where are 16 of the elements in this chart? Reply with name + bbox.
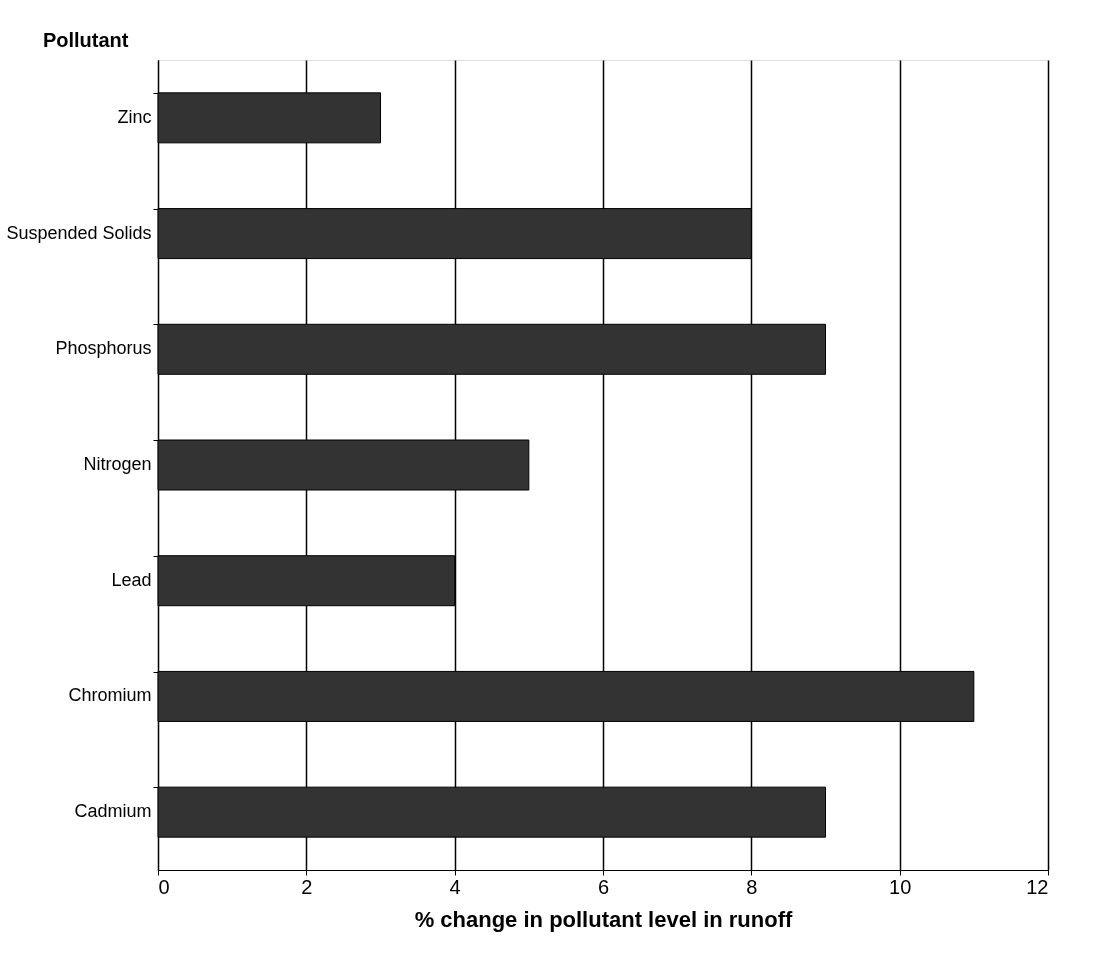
y-tick-label: Zinc (117, 106, 152, 127)
y-tick-label: Cadmium (74, 801, 152, 822)
y-axis-title: Pollutant (42, 28, 129, 51)
x-tick-label: 2 (301, 875, 313, 898)
x-tick-label: 8 (746, 875, 758, 898)
y-tick-label: Nitrogen (83, 454, 152, 474)
y-tick-label: Suspended Solids (6, 222, 152, 243)
y-tick-label: Chromium (68, 685, 152, 706)
x-tick-label: 10 (889, 875, 912, 898)
x-tick-label: 12 (1026, 875, 1049, 898)
x-tick-label: 0 (158, 875, 170, 898)
x-axis-title: % change in pollutant level in runoff (414, 906, 794, 932)
y-tick-label: Lead (111, 569, 152, 590)
y-tick-label: Phosphorus (55, 338, 152, 359)
x-tick-label: 6 (597, 875, 610, 898)
x-tick-label: 4 (449, 875, 461, 898)
